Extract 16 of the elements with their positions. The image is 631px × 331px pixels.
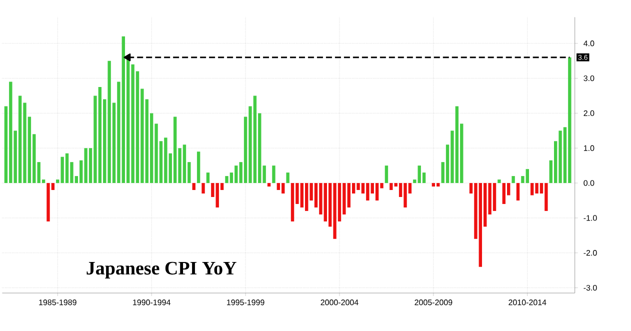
bar xyxy=(196,152,200,183)
bar xyxy=(272,165,276,183)
bar xyxy=(286,172,290,183)
bar xyxy=(192,182,196,190)
bar xyxy=(384,165,388,183)
text: Japanese CPI YoY xyxy=(86,262,236,278)
bar xyxy=(502,182,506,204)
bar xyxy=(267,182,271,186)
bar xyxy=(512,176,515,183)
bar xyxy=(202,182,205,194)
bar xyxy=(276,182,280,190)
bar xyxy=(498,179,501,183)
bar xyxy=(413,179,416,183)
bar xyxy=(516,182,520,200)
bar xyxy=(206,172,210,183)
bar xyxy=(432,182,436,186)
